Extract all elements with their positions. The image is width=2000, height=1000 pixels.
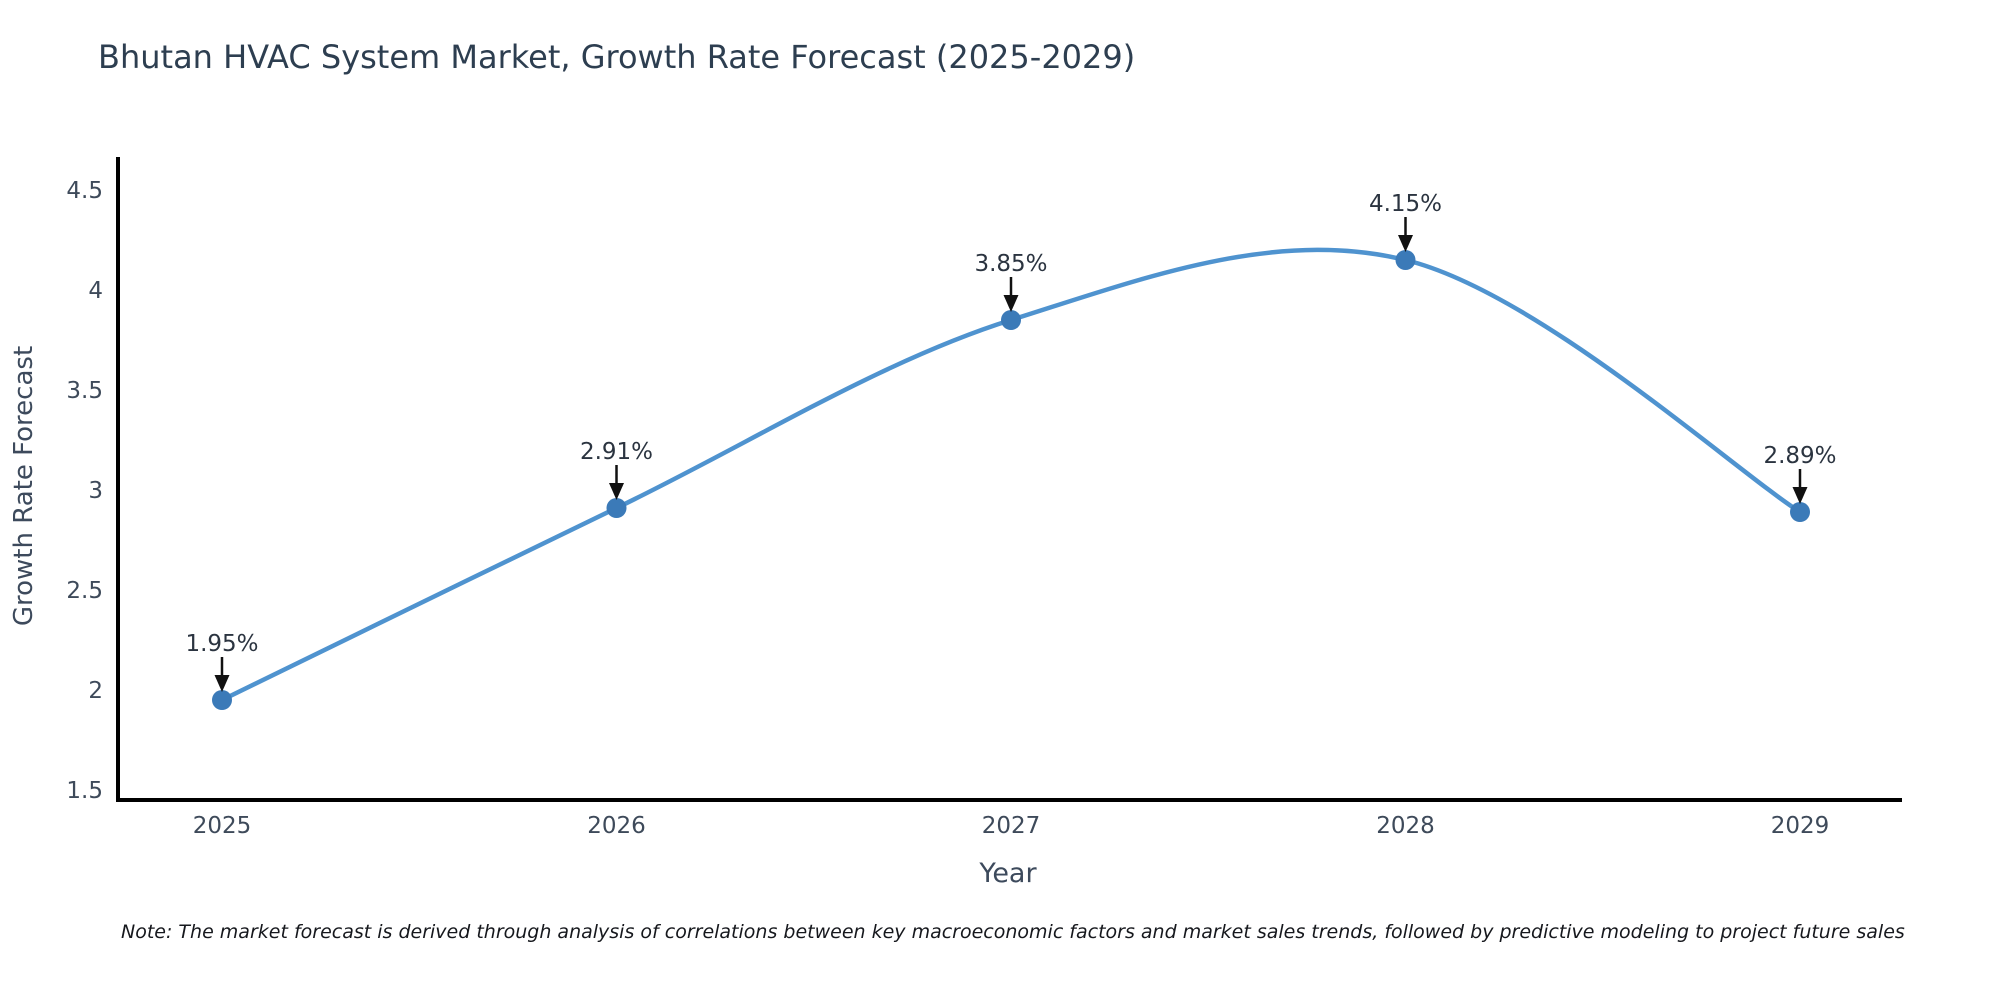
data-point-annotation: 4.15% [1369,191,1442,217]
y-tick-label: 3.5 [66,378,103,404]
y-tick-label: 1.5 [66,778,103,804]
x-tick-label: 2025 [193,813,252,839]
annotation-arrowhead [1003,295,1019,312]
chart-footnote: Note: The market forecast is derived thr… [121,921,1905,943]
y-axis-title: Growth Rate Forecast [9,346,39,626]
data-point-annotation: 3.85% [974,251,1047,277]
y-tick-label: 4.5 [66,178,103,204]
data-point-2025 [212,690,232,710]
data-point-annotation: 1.95% [185,631,258,657]
data-point-2027 [1001,310,1021,330]
data-point-2028 [1395,250,1416,270]
annotation-arrowhead [1398,235,1413,252]
data-point-2029 [1790,502,1810,522]
data-point-2026 [606,498,627,518]
y-tick-label: 4 [88,278,103,304]
chart-title: Bhutan HVAC System Market, Growth Rate F… [98,38,1136,76]
annotation-arrowhead [609,483,624,500]
x-axis-title: Year [979,858,1037,889]
x-tick-label: 2026 [587,813,646,839]
annotation-arrowhead [214,675,230,692]
x-tick-label: 2027 [982,813,1041,839]
y-tick-label: 3 [88,478,103,504]
data-point-annotation: 2.91% [580,439,653,465]
x-tick-label: 2029 [1771,813,1830,839]
y-tick-label: 2 [88,678,103,704]
x-axis-spine [116,798,1902,802]
x-tick-label: 2028 [1376,813,1435,839]
data-point-annotation: 2.89% [1763,443,1836,469]
y-axis-spine [116,157,120,802]
annotation-arrowhead [1792,487,1808,504]
y-tick-label: 2.5 [66,578,103,604]
